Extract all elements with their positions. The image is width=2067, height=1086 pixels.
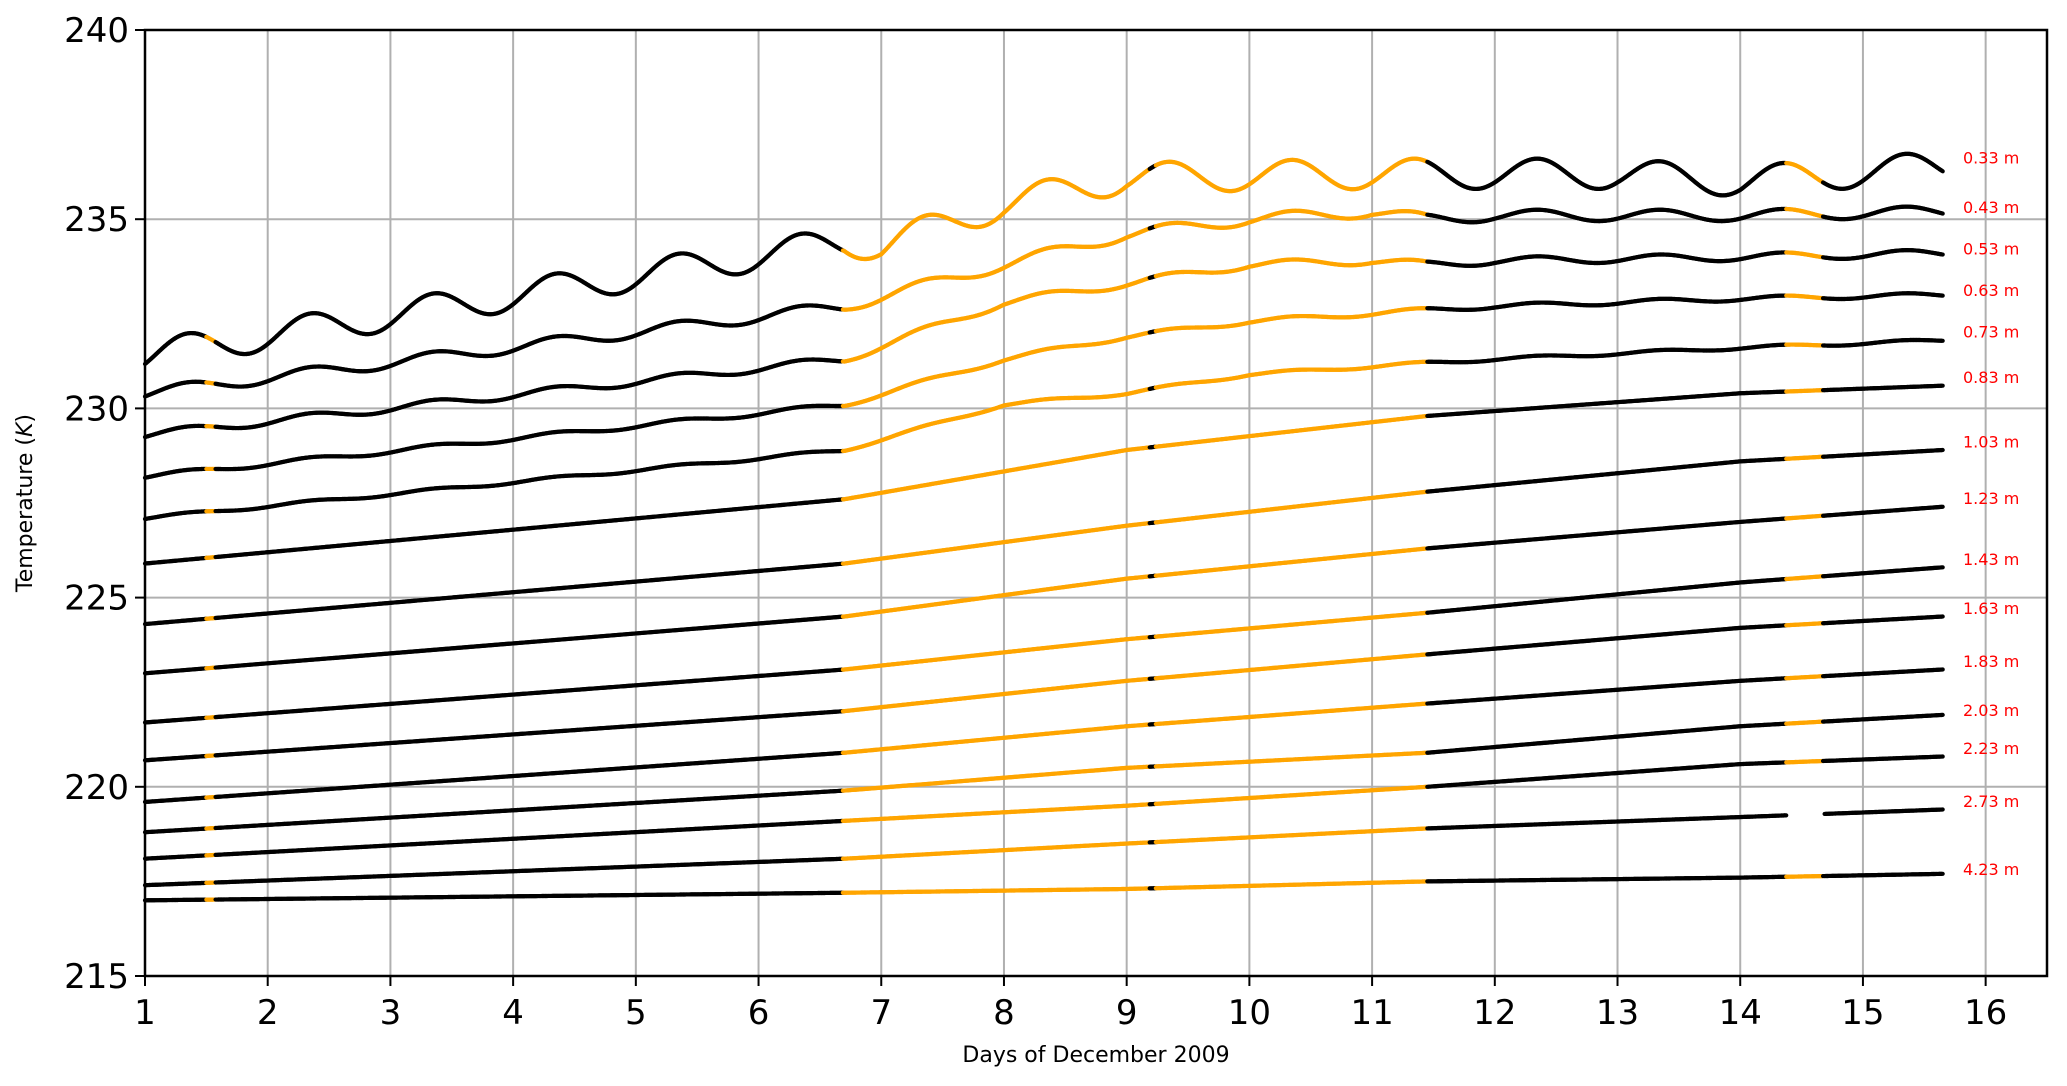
depth-series [142,151,1945,367]
series-segment [1939,168,1945,174]
depth-series [142,337,1945,522]
depth-series [142,204,1945,399]
series-layer [142,151,1945,903]
depth-series [142,291,1945,480]
